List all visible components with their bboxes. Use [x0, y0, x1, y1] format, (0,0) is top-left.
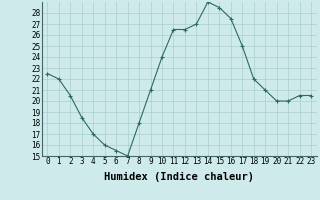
X-axis label: Humidex (Indice chaleur): Humidex (Indice chaleur) — [104, 172, 254, 182]
